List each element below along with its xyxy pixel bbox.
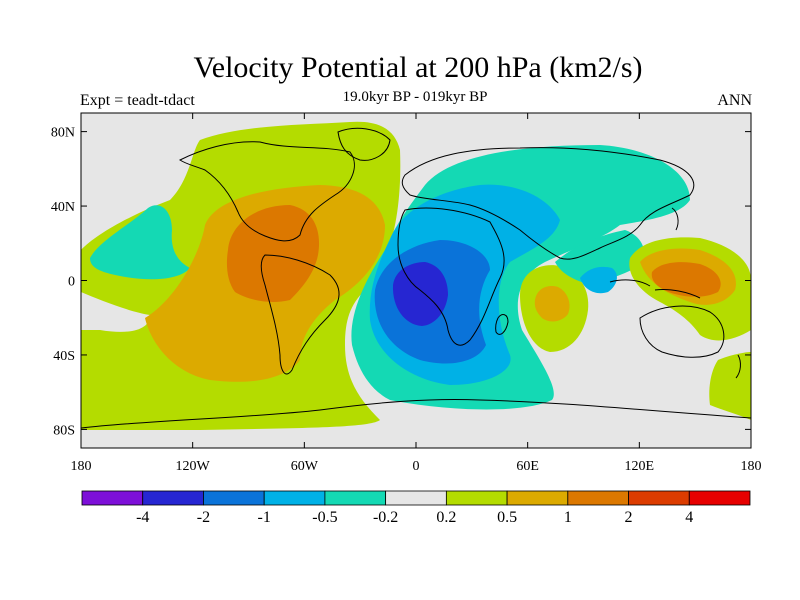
coastline-eurasia: [401, 147, 695, 260]
lon-tick-label: 180: [71, 459, 92, 474]
coastlines: [81, 127, 751, 429]
experiment-label: Expt = teadt-tdact: [80, 92, 195, 109]
colorbar-label: 1: [564, 509, 572, 526]
coastline-madagascar: [495, 314, 509, 335]
coastline-greenland: [337, 127, 391, 161]
contour-minus-half-south-asia: [580, 266, 617, 294]
coastline-africa: [397, 207, 505, 346]
colorbar-label: 2: [625, 509, 633, 526]
coastline-australia: [639, 305, 725, 358]
colorbar-swatch: [688, 490, 751, 506]
lat-tick-label: 40N: [51, 200, 75, 215]
coastline-new-zealand: [735, 354, 741, 379]
map-subtitle: 19.0kyr BP - 019kyr BP: [342, 89, 488, 105]
map-title: Velocity Potential at 200 hPa (km2/s): [193, 51, 643, 84]
contour-half-indian-ocean: [534, 286, 570, 322]
lat-tick-label: 80S: [53, 423, 75, 438]
contour-neutral-south-pacific: [81, 292, 150, 332]
colorbar-swatch: [567, 490, 629, 506]
colorbar-label: 4: [685, 509, 693, 526]
colorbar-label: -2: [197, 509, 210, 526]
lon-tick-label: 180: [741, 459, 762, 474]
lat-tick-label: 40S: [53, 349, 75, 364]
lon-tick-label: 60E: [516, 459, 539, 474]
colorbar: -4 -2 -1 -0.5 -0.2 0.2 0.5 1 2 4: [81, 490, 751, 526]
colorbar-label: -1: [258, 509, 271, 526]
coastline-north-america: [179, 141, 355, 242]
colorbar-label: -0.2: [373, 509, 398, 526]
lon-tick-label: 0: [413, 459, 420, 474]
contour-negative-south-asia: [555, 230, 645, 285]
lat-tick-label: 80N: [51, 126, 75, 141]
colorbar-label: -0.5: [312, 509, 337, 526]
colorbar-swatch: [324, 490, 387, 506]
colorbar-swatch: [506, 490, 569, 506]
colorbar-label: 0.2: [436, 509, 456, 526]
colorbar-swatch: [628, 490, 690, 506]
contour-one-americas: [226, 205, 320, 303]
lat-tick-label: 0: [68, 275, 75, 290]
map-field: [81, 113, 751, 448]
contour-one-west-pacific: [651, 262, 721, 297]
contour-negative-pacific: [90, 205, 190, 280]
coastline-antarctica: [81, 398, 751, 429]
map-axes: 80N 40N 0 40S 80S 180 120W 60W 0 60E 120E 180: [51, 113, 762, 474]
colorbar-label: -4: [136, 509, 149, 526]
lon-tick-label: 120E: [625, 459, 655, 474]
colorbar-swatch: [142, 490, 204, 506]
colorbar-swatch: [81, 490, 144, 506]
coastline-south-america: [260, 254, 340, 375]
colorbar-swatch: [385, 490, 447, 506]
coastline-japan: [671, 207, 679, 231]
colorbar-swatch: [445, 490, 508, 506]
lon-tick-label: 60W: [291, 459, 319, 474]
colorbar-swatch: [203, 490, 265, 506]
coastline-indonesia: [609, 279, 701, 299]
contour-minus-two-africa: [392, 262, 448, 326]
colorbar-swatch: [263, 490, 326, 506]
colorbar-label: 0.5: [497, 509, 517, 526]
season-label: ANN: [717, 92, 752, 109]
lon-tick-label: 120W: [176, 459, 211, 474]
